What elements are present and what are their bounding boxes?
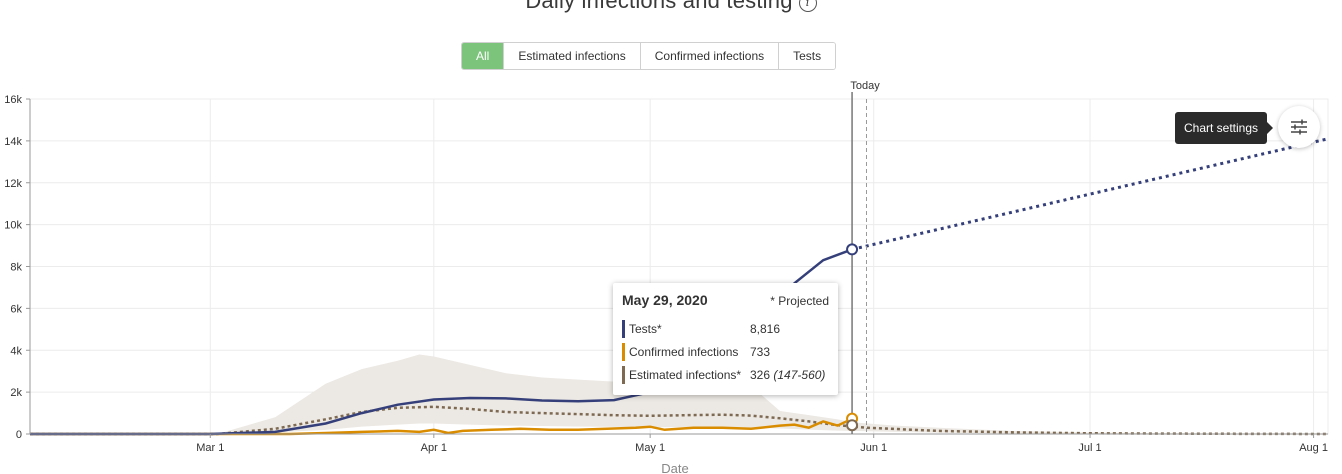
y-tick-label: 10k bbox=[4, 220, 22, 232]
tooltip-range: (147-560) bbox=[773, 368, 826, 382]
estimated-swatch bbox=[622, 366, 625, 384]
chart-title-text: Daily infections and testing bbox=[525, 0, 793, 13]
x-tick-label: Apr 1 bbox=[421, 442, 447, 454]
tab-estimated-infections[interactable]: Estimated infections bbox=[503, 43, 640, 69]
y-tick-label: 12k bbox=[4, 178, 22, 190]
y-tick-label: 14k bbox=[4, 136, 22, 148]
tooltip-value: 8,816 bbox=[750, 322, 781, 336]
y-tick-label: 8k bbox=[10, 262, 22, 274]
x-tick-label: Jun 1 bbox=[860, 442, 887, 454]
y-tick-label: 16k bbox=[4, 94, 22, 106]
x-tick-label: Jul 1 bbox=[1078, 442, 1101, 454]
x-tick-label: Mar 1 bbox=[196, 442, 224, 454]
x-axis-title: Date bbox=[661, 461, 688, 474]
tests-marker bbox=[846, 243, 859, 256]
tab-confirmed-infections[interactable]: Confirmed infections bbox=[639, 43, 779, 69]
y-tick-label: 4k bbox=[10, 345, 22, 357]
sliders-icon bbox=[1291, 119, 1307, 135]
x-tick-label: Aug 1 bbox=[1299, 442, 1328, 454]
info-icon[interactable]: i bbox=[798, 0, 817, 12]
estimated-marker bbox=[846, 419, 859, 432]
confirmed-infections-line bbox=[30, 417, 853, 436]
hover-tooltip: May 29, 2020 * Projected Tests* 8,816 Co… bbox=[613, 283, 838, 395]
tests-projection-line bbox=[851, 137, 1329, 251]
tooltip-date: May 29, 2020 bbox=[622, 292, 708, 308]
today-label: Today bbox=[850, 80, 880, 92]
chart-title: Daily infections and testing i bbox=[0, 0, 1342, 14]
tooltip-value: 733 bbox=[750, 345, 771, 359]
markers bbox=[846, 243, 859, 432]
chart-settings-tooltip: Chart settings bbox=[1175, 112, 1274, 144]
tooltip-projected-note: * Projected bbox=[770, 294, 829, 308]
tooltip-label: Estimated infections* bbox=[629, 368, 742, 382]
tooltip-label: Confirmed infections bbox=[629, 345, 739, 359]
tab-tests[interactable]: Tests bbox=[778, 43, 836, 69]
confirmed-swatch bbox=[622, 343, 625, 361]
tooltip-label: Tests* bbox=[629, 322, 662, 336]
axes: 0 2k 4k 6k 8k 10k 12k 14k 16k Mar 1 Apr 1 May 1 Jun … bbox=[4, 80, 1328, 474]
chart-settings-button[interactable] bbox=[1278, 106, 1320, 148]
tab-all[interactable]: All bbox=[462, 43, 504, 69]
tooltip-value: 326 (147-560) bbox=[750, 368, 826, 382]
y-tick-label: 2k bbox=[10, 387, 22, 399]
y-tick-label: 6k bbox=[10, 303, 22, 315]
series-tabs: All Estimated infections Confirmed infec… bbox=[461, 42, 837, 70]
tests-swatch bbox=[622, 320, 625, 338]
x-tick-label: May 1 bbox=[635, 442, 665, 454]
y-tick-label: 0 bbox=[16, 429, 22, 441]
